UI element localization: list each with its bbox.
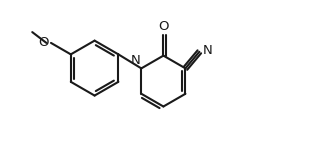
Text: N: N xyxy=(130,54,140,67)
Text: O: O xyxy=(158,20,169,33)
Text: O: O xyxy=(39,36,49,49)
Text: N: N xyxy=(202,44,212,57)
